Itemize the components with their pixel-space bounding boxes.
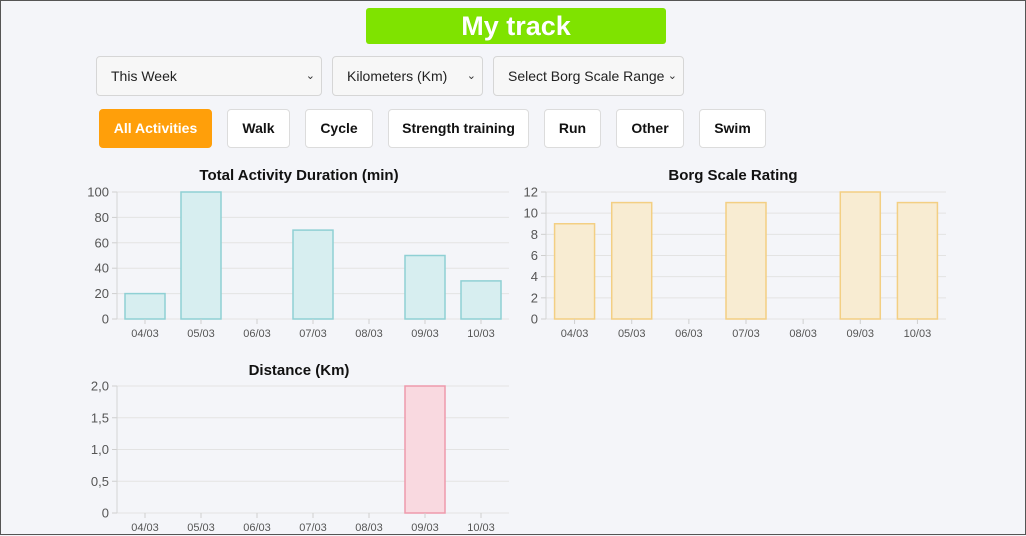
x-tick-label: 07/03 bbox=[299, 522, 327, 534]
x-tick-label: 04/03 bbox=[131, 522, 159, 534]
y-tick-label: 1,5 bbox=[91, 410, 109, 425]
filter-swim-button[interactable]: Swim bbox=[699, 109, 766, 148]
x-tick-label: 10/03 bbox=[467, 328, 495, 340]
chevron-down-icon: ⌄ bbox=[667, 70, 677, 82]
duration-chart-title: Total Activity Duration (min) bbox=[199, 167, 399, 184]
distance-chart: 0 0,5 1,0 1,5 2,0 04/03 05/03 06/03 07/03 08/03 09… bbox=[91, 379, 509, 534]
bar bbox=[404, 385, 446, 514]
x-tick-label: 06/03 bbox=[675, 328, 703, 340]
chevron-down-icon: ⌄ bbox=[305, 70, 315, 82]
x-tick-label: 05/03 bbox=[187, 522, 215, 534]
x-tick-label: 04/03 bbox=[131, 328, 159, 340]
y-tick-label: 0 bbox=[102, 312, 109, 327]
y-tick-label: 80 bbox=[95, 210, 109, 225]
bar bbox=[725, 201, 767, 320]
borg-range-select[interactable]: Select Borg Scale Range ⌄ bbox=[493, 56, 684, 96]
borg-chart: 0 2 4 6 8 10 12 04/03 05/03 06/03 07/03 08/03 09/03 1… bbox=[524, 185, 946, 340]
y-tick-label: 60 bbox=[95, 235, 109, 250]
bar bbox=[896, 201, 939, 320]
filter-strength-training-button[interactable]: Strength training bbox=[388, 109, 529, 148]
distance-chart-title: Distance (Km) bbox=[248, 362, 350, 379]
x-tick-label: 08/03 bbox=[355, 328, 383, 340]
x-tick-label: 09/03 bbox=[847, 328, 875, 340]
x-tick-label: 10/03 bbox=[904, 328, 932, 340]
x-tick-label: 09/03 bbox=[411, 522, 439, 534]
y-tick-label: 0,5 bbox=[91, 474, 109, 489]
filter-run-button[interactable]: Run bbox=[544, 109, 601, 148]
bar bbox=[610, 201, 653, 320]
y-tick-label: 12 bbox=[524, 185, 538, 200]
y-tick-label: 40 bbox=[95, 261, 109, 276]
y-tick-label: 20 bbox=[95, 286, 109, 301]
y-tick-label: 6 bbox=[531, 248, 538, 263]
bar bbox=[460, 280, 502, 320]
bar bbox=[124, 292, 166, 320]
x-tick-label: 06/03 bbox=[243, 328, 271, 340]
bar bbox=[553, 223, 596, 320]
filter-other-button[interactable]: Other bbox=[616, 109, 684, 148]
x-tick-label: 04/03 bbox=[561, 328, 589, 340]
x-tick-label: 07/03 bbox=[732, 328, 760, 340]
period-select[interactable]: This Week ⌄ bbox=[96, 56, 322, 96]
bar bbox=[292, 229, 334, 320]
y-tick-label: 4 bbox=[531, 269, 538, 284]
x-tick-label: 08/03 bbox=[355, 522, 383, 534]
unit-select-value: Kilometers (Km) bbox=[347, 68, 448, 84]
borg-range-select-value: Select Borg Scale Range bbox=[508, 68, 665, 84]
y-tick-label: 2,0 bbox=[91, 379, 109, 394]
y-tick-label: 100 bbox=[87, 185, 109, 200]
bar bbox=[839, 191, 882, 320]
bar bbox=[180, 191, 222, 320]
x-tick-label: 08/03 bbox=[789, 328, 817, 340]
y-tick-label: 2 bbox=[531, 290, 538, 305]
duration-chart: 0 20 40 60 80 100 04/03 05/03 06/03 07/03 08/03 09/… bbox=[87, 185, 509, 340]
unit-select[interactable]: Kilometers (Km) ⌄ bbox=[332, 56, 483, 96]
bar bbox=[404, 254, 446, 320]
app-title: My track bbox=[366, 8, 666, 44]
y-tick-label: 10 bbox=[524, 206, 538, 221]
y-tick-label: 1,0 bbox=[91, 442, 109, 457]
x-tick-label: 06/03 bbox=[243, 522, 271, 534]
y-tick-label: 8 bbox=[531, 227, 538, 242]
y-tick-label: 0 bbox=[531, 312, 538, 327]
filter-walk-button[interactable]: Walk bbox=[227, 109, 290, 148]
y-tick-label: 0 bbox=[102, 506, 109, 521]
filter-cycle-button[interactable]: Cycle bbox=[305, 109, 373, 148]
x-tick-label: 05/03 bbox=[187, 328, 215, 340]
chevron-down-icon: ⌄ bbox=[466, 70, 476, 82]
x-tick-label: 09/03 bbox=[411, 328, 439, 340]
x-tick-label: 07/03 bbox=[299, 328, 327, 340]
x-tick-label: 10/03 bbox=[467, 522, 495, 534]
borg-chart-title: Borg Scale Rating bbox=[668, 167, 798, 184]
period-select-value: This Week bbox=[111, 68, 177, 84]
x-tick-label: 05/03 bbox=[618, 328, 646, 340]
filter-all-activities-button[interactable]: All Activities bbox=[99, 109, 212, 148]
